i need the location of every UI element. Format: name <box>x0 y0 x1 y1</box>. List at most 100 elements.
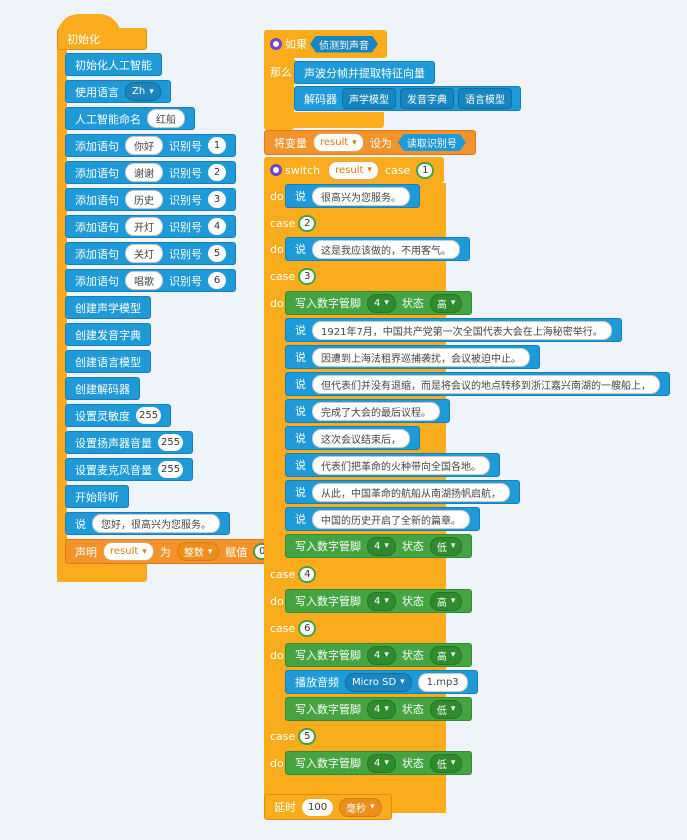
say-text-input[interactable]: 完成了大会的最后议程。 <box>312 401 440 421</box>
phrase-input[interactable]: 谢谢 <box>125 163 163 182</box>
id-input[interactable]: 6 <box>208 272 226 289</box>
sensitivity-input[interactable]: 255 <box>136 407 162 424</box>
language-model-arg[interactable]: 语言模型 <box>458 88 512 109</box>
say-text-input[interactable]: 这是我应该做的，不用客气。 <box>312 239 460 259</box>
pin-dropdown[interactable]: 4 <box>367 699 396 719</box>
detect-sound-condition[interactable]: 侦测到声音 <box>310 36 378 53</box>
acoustic-model-arg[interactable]: 声学模型 <box>342 88 396 109</box>
add-phrase-block[interactable]: 添加语句 开灯 识别号 4 <box>65 215 236 238</box>
id-input[interactable]: 5 <box>208 245 226 262</box>
phrase-input[interactable]: 关灯 <box>125 244 163 263</box>
if-block[interactable]: 如果 侦测到声音 <box>264 30 387 58</box>
state-dropdown[interactable]: 高 <box>429 645 463 665</box>
delay-unit-dropdown[interactable]: 毫秒 <box>339 797 382 817</box>
say-block[interactable]: 说 很高兴为您服务。 <box>285 184 420 208</box>
acoustic-model-block[interactable]: 创建声学模型 <box>65 296 151 319</box>
say-block[interactable]: 说 代表们把革命的火种带向全国各地。 <box>285 453 500 477</box>
pin-dropdown[interactable]: 4 <box>367 591 396 611</box>
type-dropdown[interactable]: 整数 <box>176 542 220 561</box>
set-variable-block[interactable]: 将变量 result 设为 读取识别号 <box>264 130 476 155</box>
say-text-input[interactable]: 但代表们并没有退缩，而是将会议的地点转移到浙江嘉兴南湖的一艘船上， <box>312 374 660 394</box>
dictionary-arg[interactable]: 发音字典 <box>400 88 454 109</box>
extract-features-block[interactable]: 声波分帧并提取特征向量 <box>294 61 435 84</box>
state-dropdown[interactable]: 低 <box>429 753 463 773</box>
say-block[interactable]: 说 从此，中国革命的航船从南湖扬帆启航， <box>285 480 520 504</box>
decoder-block[interactable]: 创建解码器 <box>65 377 140 400</box>
say-block[interactable]: 说 中国的历史开启了全新的篇章。 <box>285 507 480 531</box>
phrase-input[interactable]: 历史 <box>125 190 163 209</box>
read-id-reporter[interactable]: 读取识别号 <box>398 134 466 151</box>
delay-block[interactable]: 延时 100 毫秒 <box>264 794 392 820</box>
mic-volume-input[interactable]: 255 <box>158 461 184 478</box>
case-value-input[interactable]: 1 <box>416 161 435 179</box>
say-text-input[interactable]: 从此，中国革命的航船从南湖扬帆启航， <box>312 482 510 502</box>
say-text-input[interactable]: 很高兴为您服务。 <box>312 186 410 206</box>
id-input[interactable]: 3 <box>208 191 226 208</box>
add-phrase-block[interactable]: 添加语句 你好 识别号 1 <box>65 134 236 157</box>
state-dropdown[interactable]: 低 <box>429 536 463 556</box>
decoder-run-block[interactable]: 解码器 声学模型 发音字典 语言模型 <box>294 86 521 111</box>
delay-value-input[interactable]: 100 <box>302 798 334 816</box>
switch-block[interactable]: switch result case 1 <box>264 157 444 183</box>
var-dropdown[interactable]: result <box>103 542 154 561</box>
say-block[interactable]: 说 您好，很高兴为您服务。 <box>65 512 230 535</box>
pin-dropdown[interactable]: 4 <box>367 293 396 313</box>
say-block[interactable]: 说 1921年7月，中国共产党第一次全国代表大会在上海秘密举行。 <box>285 318 622 342</box>
state-dropdown[interactable]: 高 <box>429 293 463 313</box>
sensitivity-block[interactable]: 设置灵敏度 255 <box>65 404 172 427</box>
say-text-input[interactable]: 中国的历史开启了全新的篇章。 <box>312 509 470 529</box>
init-hat-block[interactable]: 初始化 <box>57 28 147 50</box>
add-phrase-block[interactable]: 添加语句 关灯 识别号 5 <box>65 242 236 265</box>
case-value-input[interactable]: 4 <box>298 565 317 583</box>
ai-name-input[interactable]: 红船 <box>147 109 185 128</box>
pin-dropdown[interactable]: 4 <box>367 753 396 773</box>
say-text-input[interactable]: 因遭到上海法租界巡捕袭扰，会议被迫中止。 <box>312 347 530 367</box>
case-value-input[interactable]: 2 <box>298 214 317 232</box>
digital-write-block[interactable]: 写入数字管脚 4 状态 低 <box>285 697 473 721</box>
id-input[interactable]: 2 <box>208 164 226 181</box>
digital-write-block[interactable]: 写入数字管脚 4 状态 低 <box>285 751 473 775</box>
init-ai-block[interactable]: 初始化人工智能 <box>65 53 162 76</box>
say-text-input[interactable]: 您好，很高兴为您服务。 <box>92 514 220 533</box>
add-phrase-block[interactable]: 添加语句 唱歌 识别号 6 <box>65 269 236 292</box>
dictionary-block[interactable]: 创建发音字典 <box>65 323 151 346</box>
say-text-input[interactable]: 这次会议结束后， <box>312 428 410 448</box>
id-input[interactable]: 4 <box>208 218 226 235</box>
state-dropdown[interactable]: 低 <box>429 699 463 719</box>
audio-file-input[interactable]: 1.mp3 <box>417 672 468 692</box>
say-block[interactable]: 说 这是我应该做的，不用客气。 <box>285 237 470 261</box>
add-phrase-block[interactable]: 添加语句 历史 识别号 3 <box>65 188 236 211</box>
language-dropdown[interactable]: Zh <box>125 82 161 101</box>
digital-write-block[interactable]: 写入数字管脚 4 状态 高 <box>285 589 473 613</box>
add-phrase-block[interactable]: 添加语句 谢谢 识别号 2 <box>65 161 236 184</box>
language-block[interactable]: 使用语言 Zh <box>65 80 171 103</box>
say-text-input[interactable]: 代表们把革命的火种带向全国各地。 <box>312 455 490 475</box>
pin-dropdown[interactable]: 4 <box>367 645 396 665</box>
digital-write-block[interactable]: 写入数字管脚 4 状态 低 <box>285 534 473 558</box>
var-dropdown[interactable]: result <box>313 133 364 152</box>
switch-var-dropdown[interactable]: result <box>328 160 379 180</box>
say-block[interactable]: 说 完成了大会的最后议程。 <box>285 399 450 423</box>
state-dropdown[interactable]: 高 <box>429 591 463 611</box>
digital-write-block[interactable]: 写入数字管脚 4 状态 高 <box>285 643 473 667</box>
play-audio-block[interactable]: 播放音频 Micro SD 1.mp3 <box>285 670 478 694</box>
phrase-input[interactable]: 开灯 <box>125 217 163 236</box>
id-input[interactable]: 1 <box>208 137 226 154</box>
speaker-volume-block[interactable]: 设置扬声器音量 255 <box>65 431 194 454</box>
pin-dropdown[interactable]: 4 <box>367 536 396 556</box>
ai-name-block[interactable]: 人工智能命名 红船 <box>65 107 195 130</box>
case-value-input[interactable]: 6 <box>298 619 317 637</box>
say-text-input[interactable]: 1921年7月，中国共产党第一次全国代表大会在上海秘密举行。 <box>312 320 612 340</box>
language-model-block[interactable]: 创建语言模型 <box>65 350 151 373</box>
speaker-volume-input[interactable]: 255 <box>158 434 184 451</box>
start-listen-block[interactable]: 开始聆听 <box>65 485 129 508</box>
declare-block[interactable]: 声明 result 为 整数 赋值 0 <box>65 539 282 564</box>
audio-source-dropdown[interactable]: Micro SD <box>345 672 412 692</box>
case-value-input[interactable]: 3 <box>298 267 317 285</box>
say-block[interactable]: 说 但代表们并没有退缩，而是将会议的地点转移到浙江嘉兴南湖的一艘船上， <box>285 372 670 396</box>
say-block[interactable]: 说 这次会议结束后， <box>285 426 420 450</box>
case-value-input[interactable]: 5 <box>298 727 317 745</box>
mic-volume-block[interactable]: 设置麦克风音量 255 <box>65 458 194 481</box>
digital-write-block[interactable]: 写入数字管脚 4 状态 高 <box>285 291 473 315</box>
say-block[interactable]: 说 因遭到上海法租界巡捕袭扰，会议被迫中止。 <box>285 345 540 369</box>
